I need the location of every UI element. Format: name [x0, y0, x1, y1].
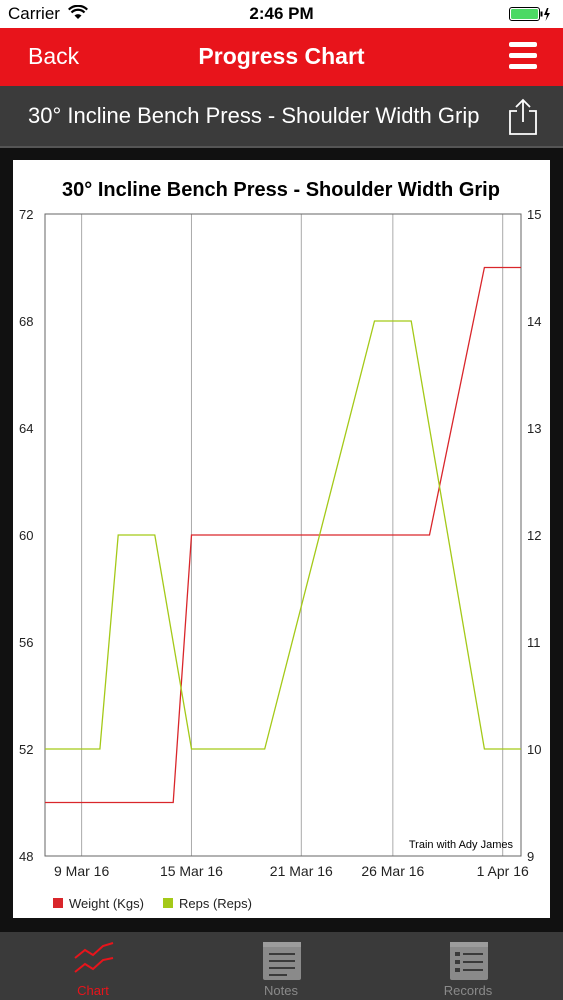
tab-bar: Chart Notes Records [0, 932, 563, 1000]
menu-icon[interactable] [509, 42, 537, 72]
wifi-icon [68, 5, 88, 19]
notes-icon [263, 942, 301, 980]
y-left-tick-label: 52 [19, 742, 33, 757]
exercise-name: 30° Incline Bench Press - Shoulder Width… [28, 103, 480, 128]
battery-icon [509, 7, 550, 21]
records-icon [450, 942, 488, 980]
legend-label: Weight (Kgs) [69, 896, 144, 911]
tab-records-label: Records [443, 983, 493, 998]
chart-title: 30° Incline Bench Press - Shoulder Width… [62, 179, 500, 201]
tab-notes-label: Notes [264, 983, 298, 998]
x-tick-label: 26 Mar 16 [361, 863, 424, 879]
series-line-reps [45, 320, 521, 750]
y-left-tick-label: 48 [19, 849, 33, 864]
x-tick-label: 21 Mar 16 [270, 863, 333, 879]
legend-swatch [53, 898, 63, 908]
status-bar: Carrier 2:46 PM [0, 0, 563, 28]
progress-chart: 30° Incline Bench Press - Shoulder Width… [19, 179, 541, 911]
y-right-tick-label: 10 [527, 742, 541, 757]
exercise-header: 30° Incline Bench Press - Shoulder Width… [0, 86, 563, 148]
plot-frame [44, 213, 522, 857]
y-right-tick-label: 15 [527, 207, 541, 222]
y-left-tick-label: 68 [19, 314, 33, 329]
legend-swatch [163, 898, 173, 908]
x-tick-label: 15 Mar 16 [160, 863, 223, 879]
chart-icon [74, 942, 114, 973]
series-line-weight [45, 266, 521, 804]
y-left-tick-label: 64 [19, 421, 33, 436]
y-right-tick-label: 14 [527, 314, 541, 329]
status-time: 2:46 PM [249, 4, 314, 23]
page-title: Progress Chart [198, 43, 365, 69]
y-right-tick-label: 9 [527, 849, 534, 864]
y-right-tick-label: 11 [527, 635, 541, 650]
chart-panel: 30° Incline Bench Press - Shoulder Width… [13, 160, 550, 918]
x-tick-label: 9 Mar 16 [54, 863, 109, 879]
share-icon[interactable] [508, 98, 538, 136]
y-right-tick-label: 13 [527, 421, 541, 436]
y-left-tick-label: 56 [19, 635, 33, 650]
y-left-tick-label: 72 [19, 207, 33, 222]
back-button[interactable]: Back [28, 43, 80, 69]
nav-bar: Back Progress Chart [0, 28, 563, 86]
tab-notes[interactable]: Notes [221, 932, 341, 1000]
tab-records[interactable]: Records [408, 932, 528, 1000]
tab-chart[interactable]: Chart [33, 932, 153, 1000]
legend-label: Reps (Reps) [179, 896, 252, 911]
carrier-label: Carrier [8, 4, 60, 23]
x-tick-label: 1 Apr 16 [477, 863, 529, 879]
y-right-tick-label: 12 [527, 528, 541, 543]
tab-chart-label: Chart [77, 983, 109, 998]
chart-watermark: Train with Ady James [409, 839, 514, 851]
y-left-tick-label: 60 [19, 528, 33, 543]
